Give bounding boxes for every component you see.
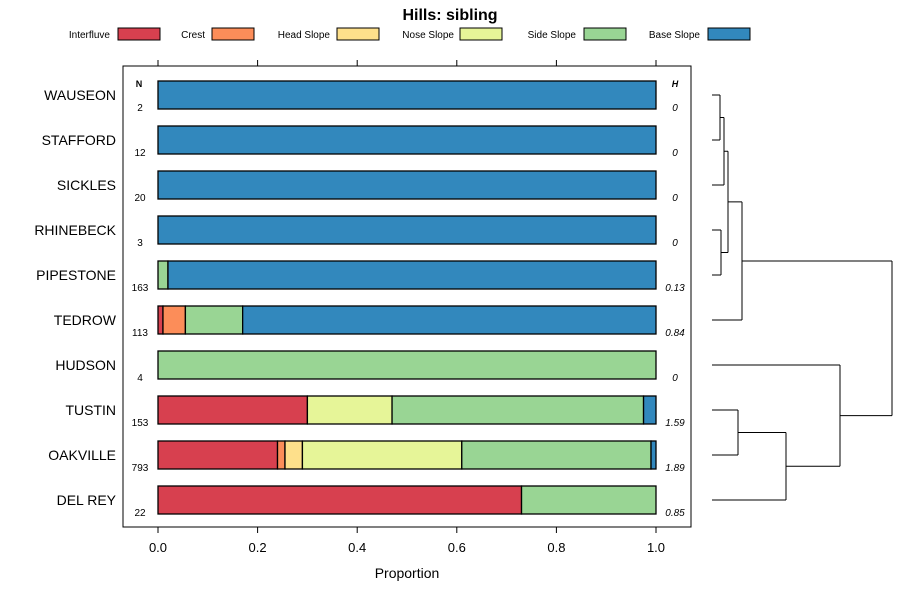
h-value: 0.85 bbox=[665, 508, 685, 519]
n-header: N bbox=[136, 79, 143, 89]
bar-segment bbox=[157, 125, 657, 155]
x-tick-label: 0.8 bbox=[547, 540, 565, 555]
bar-segment bbox=[157, 485, 523, 515]
bar-segment bbox=[306, 395, 393, 425]
x-axis-title: Proportion bbox=[375, 565, 440, 581]
bar-segment bbox=[301, 440, 463, 470]
n-value: 2 bbox=[137, 103, 143, 114]
n-value: 4 bbox=[137, 373, 143, 384]
h-value: 1.89 bbox=[665, 463, 685, 474]
h-value: 0.84 bbox=[665, 328, 685, 339]
n-value: 3 bbox=[137, 238, 143, 249]
bar-segment bbox=[157, 170, 657, 200]
chart-title: Hills: sibling bbox=[402, 7, 497, 24]
x-tick-label: 0.2 bbox=[249, 540, 267, 555]
legend-label: Head Slope bbox=[278, 30, 331, 41]
x-tick-label: 0.0 bbox=[149, 540, 167, 555]
h-value: 0 bbox=[672, 148, 678, 159]
row-label: DEL REY bbox=[57, 492, 117, 508]
bar-segment bbox=[157, 350, 657, 380]
bar-segment bbox=[184, 305, 244, 335]
n-value: 163 bbox=[132, 283, 149, 294]
row-label: PIPESTONE bbox=[36, 267, 116, 283]
row-label: OAKVILLE bbox=[48, 447, 116, 463]
bar-segment bbox=[642, 395, 657, 425]
legend-label: Crest bbox=[181, 30, 205, 41]
h-value: 0.13 bbox=[665, 283, 685, 294]
legend-label: Base Slope bbox=[649, 30, 701, 41]
n-value: 113 bbox=[132, 328, 148, 339]
row-label: WAUSEON bbox=[44, 87, 116, 103]
bar-segment bbox=[157, 215, 657, 245]
n-value: 793 bbox=[132, 463, 149, 474]
legend: Interfluve Crest Head Slope Nose Slope Side … bbox=[69, 27, 751, 41]
bar-segment bbox=[157, 80, 657, 110]
x-tick-label: 1.0 bbox=[647, 540, 665, 555]
legend-swatch bbox=[707, 27, 751, 41]
h-value: 0 bbox=[672, 193, 678, 204]
bar-segment bbox=[157, 260, 169, 290]
row-label: TUSTIN bbox=[65, 402, 116, 418]
n-value: 153 bbox=[132, 418, 149, 429]
bar-segment bbox=[157, 395, 309, 425]
bar-segment bbox=[157, 440, 279, 470]
row-label: RHINEBECK bbox=[34, 222, 116, 238]
bar-segment bbox=[242, 305, 657, 335]
row-label: STAFFORD bbox=[42, 132, 116, 148]
row-label: TEDROW bbox=[54, 312, 117, 328]
h-value: 0 bbox=[672, 373, 678, 384]
h-value: 0 bbox=[672, 103, 678, 114]
bar-segment bbox=[391, 395, 645, 425]
n-value: 22 bbox=[134, 508, 146, 519]
bar-segment bbox=[461, 440, 652, 470]
legend-swatch bbox=[459, 27, 503, 41]
row-label: HUDSON bbox=[55, 357, 116, 373]
bar-segment bbox=[284, 440, 304, 470]
bar-segment bbox=[276, 440, 286, 470]
legend-label: Nose Slope bbox=[402, 30, 454, 41]
row-label: SICKLES bbox=[57, 177, 116, 193]
bar-segment bbox=[650, 440, 657, 470]
x-tick-label: 0.4 bbox=[348, 540, 366, 555]
plot-frame bbox=[122, 65, 692, 528]
bar-segment bbox=[162, 305, 187, 335]
bar-segment bbox=[520, 485, 657, 515]
legend-swatch bbox=[211, 27, 255, 41]
bar-segment bbox=[167, 260, 657, 290]
legend-label: Interfluve bbox=[69, 30, 111, 41]
legend-swatch bbox=[117, 27, 161, 41]
legend-label: Side Slope bbox=[528, 30, 577, 41]
h-value: 1.59 bbox=[665, 418, 685, 429]
x-tick-label: 0.6 bbox=[448, 540, 466, 555]
h-value: 0 bbox=[672, 238, 678, 249]
n-value: 20 bbox=[134, 193, 146, 204]
legend-swatch bbox=[336, 27, 380, 41]
legend-swatch bbox=[583, 27, 627, 41]
h-header: H bbox=[672, 79, 679, 89]
dendrogram bbox=[712, 94, 893, 501]
bar-segment bbox=[157, 305, 164, 335]
n-value: 12 bbox=[134, 148, 146, 159]
